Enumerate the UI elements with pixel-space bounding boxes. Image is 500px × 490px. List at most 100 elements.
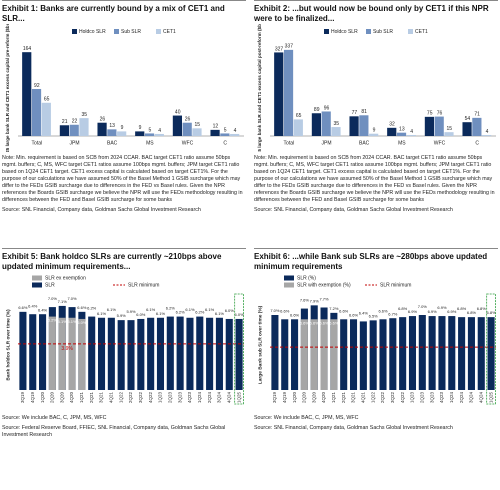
bar: [448, 316, 456, 390]
x-tick-label: C: [223, 140, 227, 146]
legend-swatch: [32, 282, 42, 288]
value-label: 6.6%: [300, 320, 310, 325]
x-tick-label: 1Q25: [488, 392, 493, 404]
value-label: 6.8%: [467, 310, 477, 315]
legend-swatch: [408, 29, 413, 34]
value-label: 12: [213, 124, 219, 130]
x-tick-label: 1Q21: [331, 392, 336, 404]
value-label: 21: [62, 119, 68, 125]
legend-label: SLR minimum: [128, 283, 159, 289]
bar: [379, 319, 387, 390]
value-label: 6.6%: [339, 308, 349, 313]
x-tick-label: 1Q22: [370, 392, 375, 404]
x-tick-label: JPM: [70, 140, 80, 146]
x-tick-label: 4Q19: [30, 392, 35, 404]
value-label: 26: [185, 117, 191, 123]
legend-swatch: [114, 29, 119, 34]
bar: [396, 132, 407, 136]
value-label: 5: [224, 127, 227, 133]
x-tick-label: 1Q21: [79, 392, 84, 404]
threshold-label: 3.9%: [61, 346, 73, 352]
value-label: 7.2%: [329, 306, 339, 311]
value-label: 7.0%: [48, 296, 58, 301]
note: Note: Min. requirement is based on SCB f…: [2, 155, 243, 203]
value-label: 6.2%: [48, 318, 58, 323]
x-tick-label: BAC: [359, 140, 370, 146]
bar: [369, 133, 379, 136]
bar: [477, 317, 485, 390]
note: Source: We include BAC, C, JPM, MS, WFC: [254, 415, 359, 421]
x-tick-label: 3Q20: [311, 392, 316, 404]
x-tick-label: 2Q21: [341, 392, 346, 404]
value-label: 6.8%: [487, 310, 497, 315]
chart: 1Q25 large bank SLR and CET1 excess capi…: [5, 24, 244, 152]
x-tick-label: 3Q24: [469, 392, 474, 404]
bar: [117, 131, 127, 136]
bar: [88, 316, 96, 390]
bar: [127, 320, 135, 390]
value-label: 6.5%: [369, 313, 379, 318]
bar: [69, 124, 79, 136]
value-label: 40: [175, 109, 181, 115]
value-label: 7.9%: [310, 298, 320, 303]
x-tick-label: WFC: [182, 140, 194, 146]
bar: [192, 128, 202, 136]
value-label: 6.1%: [156, 311, 166, 316]
bar: [22, 52, 32, 136]
value-label: 15: [447, 126, 453, 132]
highlight-box: [486, 293, 496, 405]
value-label: 54: [465, 116, 471, 122]
x-tick-label: 3Q20: [59, 392, 64, 404]
value-label: 6.6%: [290, 312, 300, 317]
y-axis-title: Bank holdco SLR over time (%): [5, 309, 11, 381]
bar: [281, 319, 289, 390]
bar: [29, 314, 37, 390]
chart: Bank holdco SLR over time (%) SLR ex exem…: [5, 275, 245, 405]
value-label: 6.0%: [77, 320, 87, 325]
bar: [408, 316, 417, 390]
bar: [300, 319, 308, 390]
value-label: 6.1%: [97, 311, 107, 316]
bar: [166, 316, 174, 390]
value-label: 6.1%: [205, 307, 215, 312]
bar: [107, 129, 117, 136]
bar: [79, 118, 89, 136]
value-label: 4: [158, 128, 161, 134]
value-label: 6.7%: [388, 311, 398, 316]
value-label: 71: [474, 112, 480, 118]
bar: [349, 116, 359, 136]
bar: [274, 52, 284, 136]
value-label: 6.1%: [215, 311, 225, 316]
x-tick-label: 1Q24: [197, 392, 202, 404]
value-label: 7.0%: [270, 308, 280, 313]
bar: [389, 318, 397, 390]
bar: [19, 311, 27, 390]
value-label: 65: [44, 97, 50, 103]
x-tick-label: 1Q23: [158, 392, 163, 404]
value-label: 6.1%: [185, 307, 195, 312]
value-label: 81: [361, 109, 367, 115]
bar: [137, 318, 145, 390]
panel: Exhibit 5: Bank holdco SLRs are currentl…: [2, 248, 246, 439]
legend-swatch: [366, 29, 371, 34]
bar: [196, 316, 204, 390]
legend-label: Holdco SLR: [331, 29, 358, 35]
note: Note: Min. requirement is based on SCB f…: [254, 155, 495, 203]
bar: [418, 315, 426, 390]
bar: [78, 318, 86, 390]
value-label: 75: [427, 111, 433, 117]
value-label: 6.1%: [67, 319, 77, 324]
value-label: 6.0%: [235, 312, 245, 317]
x-tick-label: 1Q23: [410, 392, 415, 404]
value-label: 6.2%: [87, 306, 97, 311]
value-label: 6.9%: [408, 309, 418, 314]
bar: [225, 318, 233, 390]
x-tick-label: 3Q21: [351, 392, 356, 404]
bar: [283, 49, 294, 136]
x-tick-label: 4Q20: [321, 392, 326, 404]
bar: [330, 319, 338, 390]
value-label: 6.6%: [18, 305, 28, 310]
bar: [482, 134, 492, 136]
bar: [387, 127, 397, 136]
